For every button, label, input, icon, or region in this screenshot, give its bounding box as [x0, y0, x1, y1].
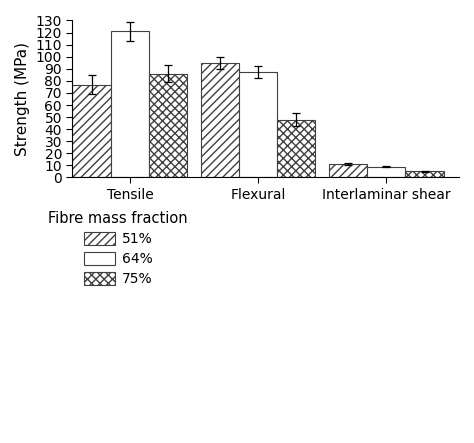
Bar: [201, 63, 239, 178]
Bar: [149, 74, 187, 178]
Bar: [329, 164, 367, 178]
Bar: [73, 85, 111, 178]
Bar: [239, 72, 277, 178]
Bar: [367, 167, 405, 178]
Bar: [111, 31, 149, 178]
Legend: 51%, 64%, 75%: 51%, 64%, 75%: [48, 211, 188, 286]
Y-axis label: Strength (MPa): Strength (MPa): [15, 42, 30, 156]
Bar: [277, 120, 316, 178]
Bar: [405, 171, 444, 178]
